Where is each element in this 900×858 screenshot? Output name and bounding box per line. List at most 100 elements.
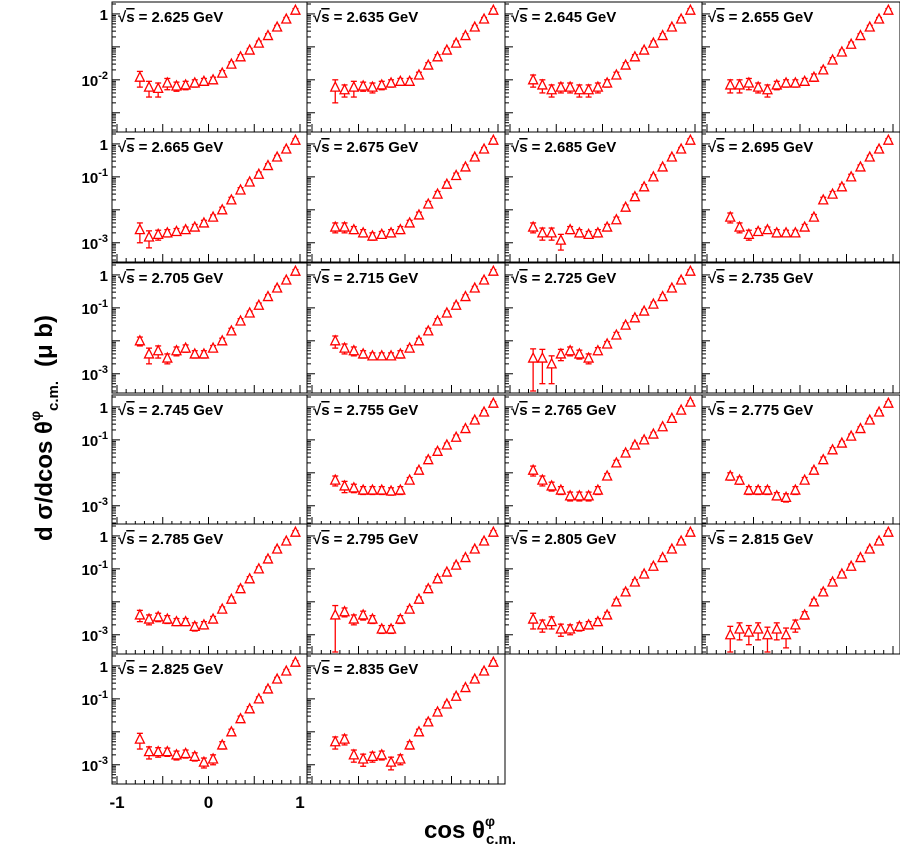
energy-value: = 2.755 GeV	[334, 402, 419, 419]
data-point	[170, 344, 183, 356]
data-point	[684, 264, 696, 276]
data-point	[592, 344, 604, 356]
data-point	[161, 76, 173, 88]
panel-label: √s = 2.765 GeV	[511, 402, 616, 419]
data-point	[441, 177, 453, 189]
energy-value: = 2.785 GeV	[139, 531, 224, 548]
data-point	[189, 347, 201, 359]
data-point	[143, 612, 155, 624]
data-point	[422, 715, 434, 727]
panel-label: √s = 2.725 GeV	[511, 270, 616, 287]
data-point	[376, 622, 388, 634]
panel: √s = 2.825 GeV	[111, 653, 308, 785]
data-point	[536, 618, 548, 630]
panel-frame	[701, 131, 900, 263]
data-point	[487, 655, 499, 667]
sqrt-symbol: √	[708, 402, 717, 419]
x-axis-title: cos θφ c.m.	[424, 813, 516, 848]
data-point	[873, 12, 885, 24]
data-point	[459, 681, 472, 693]
y-tick-label: 10-1	[82, 298, 108, 318]
sqrt-s: s	[519, 9, 527, 26]
data-point	[780, 490, 792, 503]
energy-value: = 2.795 GeV	[334, 531, 419, 548]
data-point	[422, 324, 434, 336]
data-point	[592, 226, 604, 238]
data-point	[629, 575, 641, 587]
y-tick-label: 10-2	[82, 70, 108, 90]
sqrt-symbol: √	[511, 531, 520, 548]
data-point	[134, 608, 146, 620]
data-point	[826, 575, 839, 587]
data-point	[638, 180, 650, 192]
data-point	[376, 483, 388, 495]
data-point	[620, 318, 632, 330]
data-point	[366, 229, 379, 241]
data-point	[629, 50, 641, 62]
data-point	[262, 682, 274, 694]
sqrt-s: s	[321, 661, 329, 678]
data-point	[244, 572, 256, 584]
data-point	[385, 76, 397, 88]
data-point	[244, 306, 256, 318]
panel: √s = 2.805 GeV	[504, 523, 703, 655]
data-point	[198, 755, 210, 767]
data-point	[404, 74, 416, 86]
data-point	[882, 396, 894, 408]
data-point	[234, 183, 247, 195]
panel: √s = 2.815 GeV	[701, 523, 900, 655]
data-point	[647, 427, 659, 439]
panel-frame	[111, 262, 308, 394]
data-point	[555, 233, 567, 245]
panel-label: √s = 2.655 GeV	[708, 9, 813, 26]
data-point	[743, 76, 755, 88]
data-point	[771, 78, 783, 90]
data-point	[385, 622, 397, 634]
data-point	[836, 567, 848, 579]
data-point	[280, 534, 292, 546]
panel-frame	[701, 262, 900, 394]
data-point	[573, 347, 585, 359]
data-point	[459, 551, 472, 563]
y-tick-exp: -2	[98, 70, 108, 82]
data-point	[143, 347, 155, 359]
panel: √s = 2.775 GeV	[701, 394, 900, 526]
data-point	[198, 74, 210, 86]
data-point	[780, 628, 792, 640]
data-point	[413, 208, 425, 220]
sqrt-symbol: √	[118, 402, 127, 419]
data-point	[422, 453, 434, 465]
data-point	[771, 489, 783, 501]
data-point	[487, 3, 499, 15]
data-point	[329, 220, 341, 232]
data-point	[404, 341, 416, 353]
data-point	[817, 193, 829, 205]
data-point	[675, 273, 687, 285]
data-point	[450, 689, 462, 701]
energy-value: = 2.645 GeV	[532, 9, 617, 26]
energy-value: = 2.665 GeV	[139, 139, 224, 156]
data-point	[357, 752, 369, 764]
y-tick-label: 10-1	[82, 167, 108, 187]
y-tick-exp: -3	[98, 755, 108, 767]
data-point	[441, 697, 453, 709]
data-point	[357, 226, 369, 238]
panel: √s = 2.755 GeV	[306, 394, 506, 526]
data-point	[724, 210, 736, 222]
data-point	[620, 446, 632, 458]
data-point	[262, 159, 274, 171]
data-point	[262, 552, 274, 564]
data-point	[478, 142, 490, 154]
data-point	[431, 444, 444, 456]
y-tick-label: 10-3	[82, 496, 108, 516]
data-point	[431, 187, 444, 199]
sqrt-s: s	[519, 531, 527, 548]
data-point	[262, 29, 274, 41]
data-point	[743, 625, 755, 637]
panel: √s = 2.685 GeV	[504, 131, 703, 263]
data-point	[469, 20, 481, 32]
energy-value: = 2.835 GeV	[334, 661, 419, 678]
panel: √s = 2.625 GeV	[111, 1, 308, 133]
data-point	[198, 216, 210, 228]
data-point	[404, 602, 416, 614]
